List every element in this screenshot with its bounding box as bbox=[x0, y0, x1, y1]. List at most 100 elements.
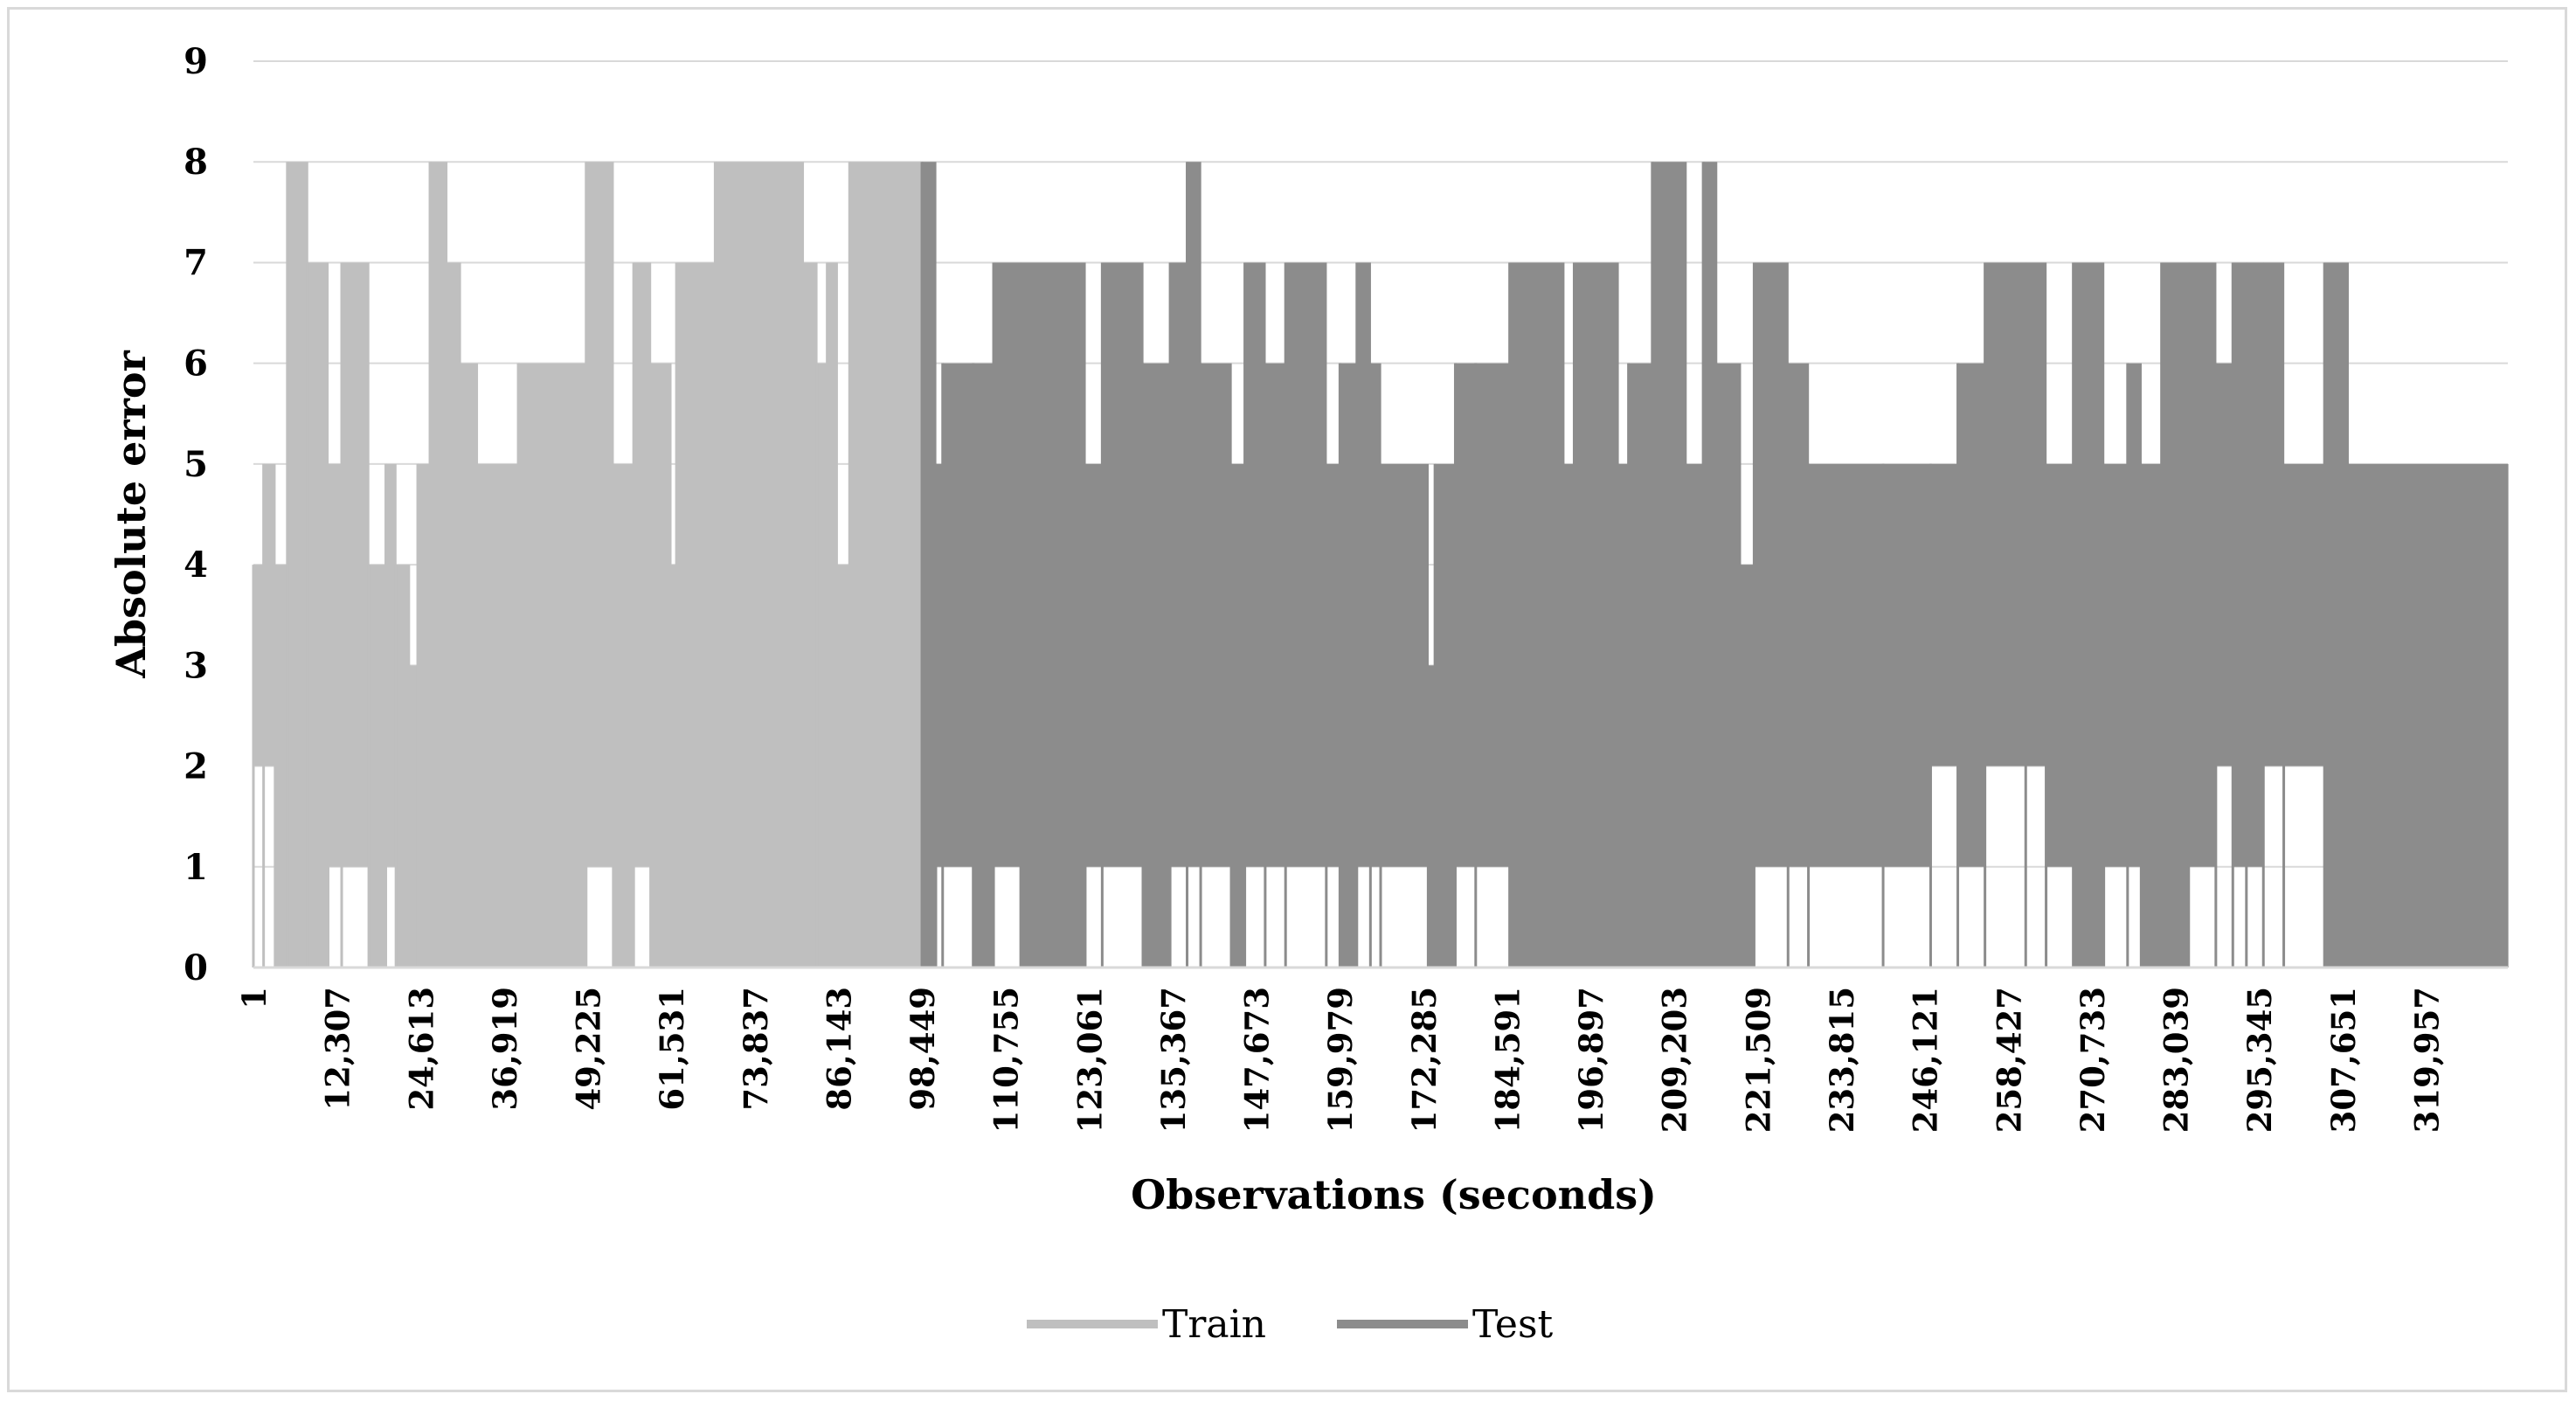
band-test bbox=[1563, 463, 1575, 968]
band-test bbox=[1428, 665, 1436, 968]
x-tick-label: 61,531 bbox=[653, 987, 691, 1111]
band-train bbox=[613, 463, 634, 968]
x-tick-label: 123,061 bbox=[1070, 987, 1109, 1133]
y-axis-label: Absolute error bbox=[107, 350, 155, 678]
x-tick-label: 258,427 bbox=[1990, 987, 2028, 1133]
band-test bbox=[2127, 363, 2142, 867]
band-test bbox=[1686, 463, 1704, 968]
band-train bbox=[287, 162, 308, 968]
band-test bbox=[1170, 262, 1188, 867]
x-tick-label: 86,143 bbox=[820, 987, 858, 1111]
band-test bbox=[1244, 262, 1266, 867]
band-train bbox=[816, 363, 828, 968]
x-tick-label: 159,979 bbox=[1321, 987, 1360, 1133]
band-test bbox=[2161, 262, 2190, 968]
band-test bbox=[2324, 262, 2349, 968]
x-tick-label: 49,225 bbox=[570, 987, 608, 1111]
x-tick-label: 270,733 bbox=[2074, 987, 2112, 1133]
x-tick-label: 196,897 bbox=[1572, 987, 1610, 1133]
y-tick-label: 5 bbox=[184, 444, 208, 485]
band-test bbox=[994, 262, 1021, 867]
band-test bbox=[1231, 463, 1246, 968]
x-tick-label: 209,203 bbox=[1656, 987, 1694, 1133]
x-tick-label: 184,591 bbox=[1488, 987, 1527, 1133]
legend-label-test: Test bbox=[1472, 1302, 1554, 1347]
y-tick-label: 4 bbox=[184, 544, 208, 586]
band-test bbox=[935, 463, 944, 867]
x-tick-label: 73,837 bbox=[737, 987, 775, 1111]
band-test bbox=[1788, 363, 1810, 867]
band-train bbox=[460, 363, 479, 968]
band-train bbox=[396, 565, 411, 968]
band-test bbox=[1021, 262, 1086, 968]
band-train bbox=[634, 262, 652, 867]
band-test bbox=[1187, 162, 1201, 867]
band-train bbox=[676, 262, 717, 968]
series-bands bbox=[252, 162, 2509, 968]
band-train bbox=[409, 665, 419, 968]
series-test bbox=[920, 162, 2509, 968]
band-test bbox=[1356, 262, 1371, 867]
band-test bbox=[1380, 463, 1429, 867]
band-train bbox=[715, 162, 805, 968]
x-tick-label: 319,957 bbox=[2407, 987, 2446, 1133]
y-tick-label: 1 bbox=[184, 847, 208, 888]
band-test bbox=[1984, 262, 2026, 766]
x-axis-label: Observations (seconds) bbox=[1131, 1171, 1657, 1218]
legend-label-train: Train bbox=[1162, 1302, 1266, 1347]
x-tick-label: 98,449 bbox=[904, 987, 942, 1111]
band-train bbox=[585, 162, 614, 867]
y-tick-label: 2 bbox=[184, 746, 208, 787]
band-test bbox=[1370, 363, 1381, 867]
x-tick-label: 12,307 bbox=[319, 987, 357, 1111]
x-tick-label: 246,121 bbox=[1907, 987, 1945, 1133]
band-train bbox=[418, 463, 431, 968]
band-test bbox=[2188, 262, 2217, 867]
x-tick-label: 307,651 bbox=[2324, 987, 2363, 1133]
band-train bbox=[447, 262, 461, 968]
x-tick-label: 295,345 bbox=[2240, 987, 2279, 1133]
band-test bbox=[1201, 363, 1232, 867]
band-test bbox=[1617, 463, 1630, 968]
band-train bbox=[827, 262, 838, 968]
y-tick-label: 0 bbox=[184, 947, 208, 988]
band-train bbox=[430, 162, 448, 968]
axes: 0 1 2 3 4 5 6 7 8 9 1 12,307 24,613 36,919 49,225 61,53… bbox=[184, 41, 2508, 1133]
x-tick-label: 221,509 bbox=[1739, 987, 1777, 1133]
band-train bbox=[837, 565, 850, 968]
band-test bbox=[1740, 565, 1755, 968]
band-test bbox=[2348, 463, 2509, 968]
band-test bbox=[1435, 463, 1457, 968]
y-tick-label: 3 bbox=[184, 645, 208, 686]
band-test bbox=[922, 162, 937, 968]
band-test bbox=[2103, 463, 2129, 867]
band-train bbox=[308, 262, 329, 968]
band-test bbox=[2215, 363, 2233, 766]
band-test bbox=[2046, 463, 2074, 867]
x-tick-label: 110,755 bbox=[987, 987, 1026, 1133]
band-test bbox=[2283, 463, 2325, 766]
band-test bbox=[1285, 262, 1327, 867]
band-test bbox=[1509, 262, 1565, 968]
band-test bbox=[1703, 162, 1718, 968]
band-train bbox=[274, 565, 288, 968]
y-tick-label: 9 bbox=[184, 41, 208, 82]
x-tick-label: 283,039 bbox=[2157, 987, 2196, 1133]
band-test bbox=[1455, 363, 1477, 867]
x-tick-label: 147,673 bbox=[1238, 987, 1277, 1133]
band-train bbox=[263, 463, 276, 766]
band-train bbox=[670, 565, 677, 968]
band-test bbox=[2246, 262, 2264, 867]
band-test bbox=[1574, 262, 1619, 968]
x-tick-label: 135,367 bbox=[1154, 987, 1193, 1133]
band-train bbox=[342, 262, 370, 867]
band-test bbox=[1264, 363, 1286, 867]
band-test bbox=[1930, 463, 1959, 766]
x-tick-label: 24,613 bbox=[402, 987, 440, 1111]
band-test bbox=[1628, 363, 1653, 968]
x-tick-label: 172,285 bbox=[1405, 987, 1444, 1133]
legend: Train Test bbox=[1027, 1302, 1554, 1347]
band-test bbox=[1475, 363, 1511, 867]
band-test bbox=[1808, 463, 1884, 867]
